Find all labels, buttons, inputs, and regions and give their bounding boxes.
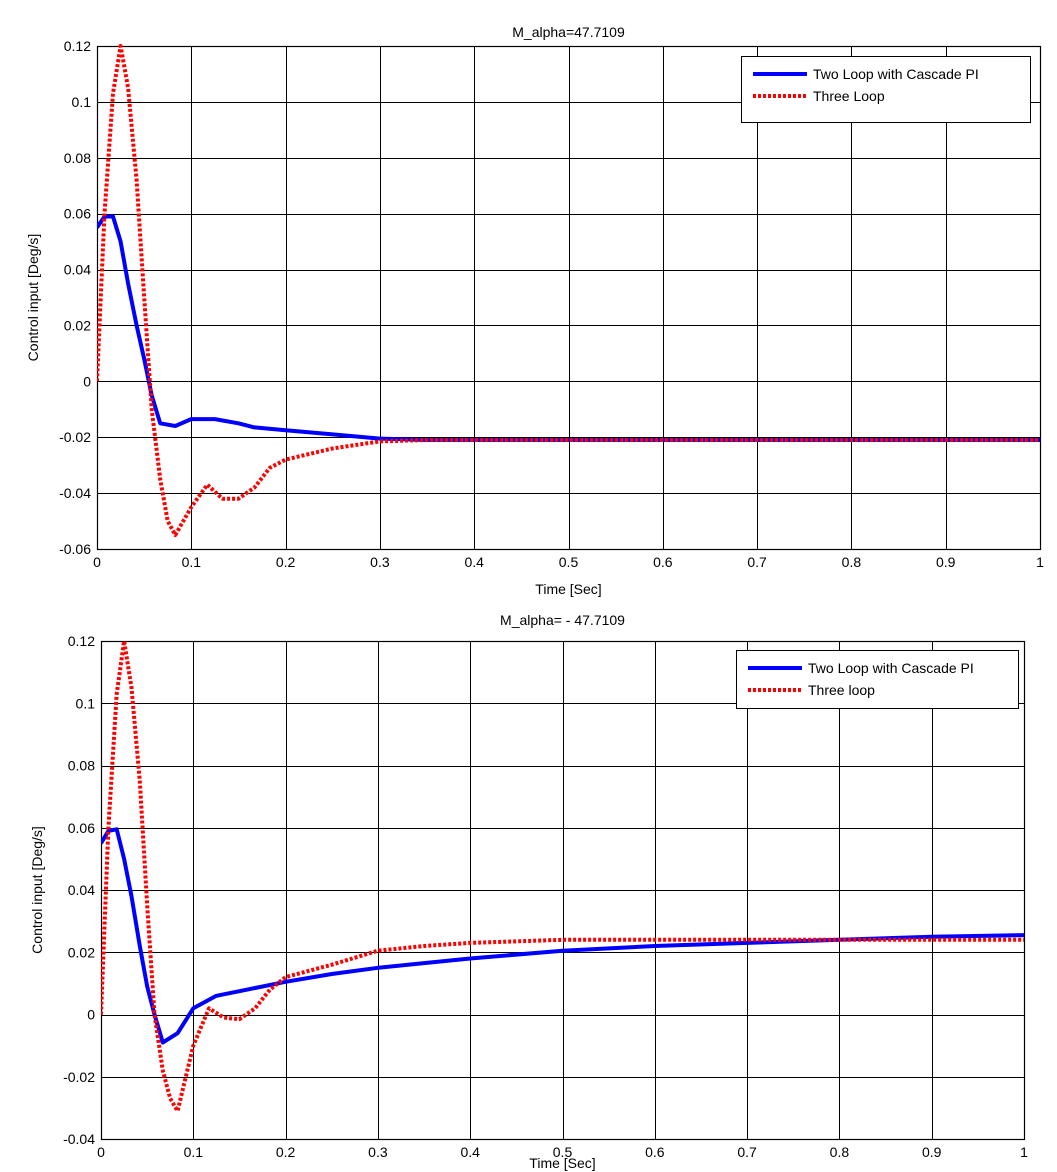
y-tick-label: 0.02 <box>64 317 91 333</box>
x-tick-label: 0.6 <box>645 1144 665 1160</box>
y-tick-label: -0.04 <box>59 485 91 501</box>
x-tick-label: 0.3 <box>370 554 390 570</box>
y-tick-label: 0 <box>83 373 91 389</box>
y-tick-label: 0.1 <box>76 695 96 711</box>
x-tick-label: 0.7 <box>737 1144 757 1160</box>
x-tick-label: 0.1 <box>184 1144 204 1160</box>
y-tick-label: 0.08 <box>68 758 95 774</box>
y-axis-label: Control input [Deg/s] <box>25 234 41 362</box>
x-tick-label: 0.4 <box>464 554 484 570</box>
x-tick-label: 0.3 <box>368 1144 388 1160</box>
y-tick-label: -0.06 <box>59 541 91 557</box>
plot-area <box>97 46 1040 549</box>
legend: Two Loop with Cascade PI Three loop <box>736 650 1019 709</box>
y-tick-label: 0.04 <box>64 262 91 278</box>
y-tick-label: 0.08 <box>64 150 91 166</box>
series-group <box>97 44 1040 537</box>
legend-label-2: Three loop <box>808 682 875 698</box>
x-tick-label: 1 <box>1020 1144 1028 1160</box>
y-tick-label: 0.1 <box>72 94 92 110</box>
x-axis-label: Time [Sec] <box>535 581 601 597</box>
y-tick-label: -0.04 <box>63 1131 95 1147</box>
series-line-1 <box>101 827 1025 1045</box>
legend: Two Loop with Cascade PI Three Loop <box>741 56 1031 123</box>
x-tick-label: 0.8 <box>830 1144 850 1160</box>
chart-2: 0 0.1 0.2 0.3 0.4 0.5 0.6 0.7 0.8 0.9 1 -0.04 -0.02 0… <box>29 612 1028 1171</box>
legend-box <box>741 56 1031 123</box>
series-line-2 <box>101 639 1024 1113</box>
y-tick-label: 0.04 <box>68 882 95 898</box>
x-tick-label: 0.4 <box>460 1144 480 1160</box>
y-tick-label: -0.02 <box>63 1069 95 1085</box>
series-line-2 <box>97 44 1040 537</box>
x-tick-label: 1 <box>1036 554 1044 570</box>
y-tick-label: 0.12 <box>64 38 91 54</box>
x-tick-label: 0 <box>97 1144 105 1160</box>
x-tick-label: 0.1 <box>182 554 202 570</box>
legend-box <box>736 650 1019 709</box>
y-axis-label: Control input [Deg/s] <box>29 826 45 954</box>
legend-label-2: Three Loop <box>813 88 885 104</box>
y-tick-label: 0.02 <box>68 944 95 960</box>
y-tick-label: -0.02 <box>59 429 91 445</box>
legend-label-1: Two Loop with Cascade PI <box>813 66 979 82</box>
axes-box <box>96 45 1042 551</box>
y-tick-label: 0.06 <box>64 206 91 222</box>
y-tick-label: 0.06 <box>68 820 95 836</box>
x-tick-label: 0.6 <box>653 554 673 570</box>
legend-label-1: Two Loop with Cascade PI <box>808 660 974 676</box>
x-tick-label: 0.5 <box>553 1144 573 1160</box>
x-axis-label: Time [Sec] <box>529 1155 595 1171</box>
chart-title: M_alpha= - 47.7109 <box>500 612 625 628</box>
x-tick-label: 0.2 <box>276 1144 296 1160</box>
chart-1: 0 0.1 0.2 0.3 0.4 0.5 0.6 0.7 0.8 0.9 1 -0.06 -0.04 -… <box>25 24 1044 597</box>
x-tick-label: 0.9 <box>922 1144 942 1160</box>
x-tick-label: 0.7 <box>747 554 767 570</box>
x-tick-label: 0 <box>93 554 101 570</box>
y-tick-label: 0 <box>87 1007 95 1023</box>
x-tick-label: 0.5 <box>559 554 579 570</box>
y-tick-label: 0.12 <box>68 633 95 649</box>
x-tick-label: 0.2 <box>276 554 296 570</box>
x-tick-label: 0.8 <box>842 554 862 570</box>
axes-box <box>100 640 1026 1141</box>
series-group <box>101 639 1025 1113</box>
chart-title: M_alpha=47.7109 <box>512 24 625 40</box>
x-tick-label: 0.9 <box>936 554 956 570</box>
